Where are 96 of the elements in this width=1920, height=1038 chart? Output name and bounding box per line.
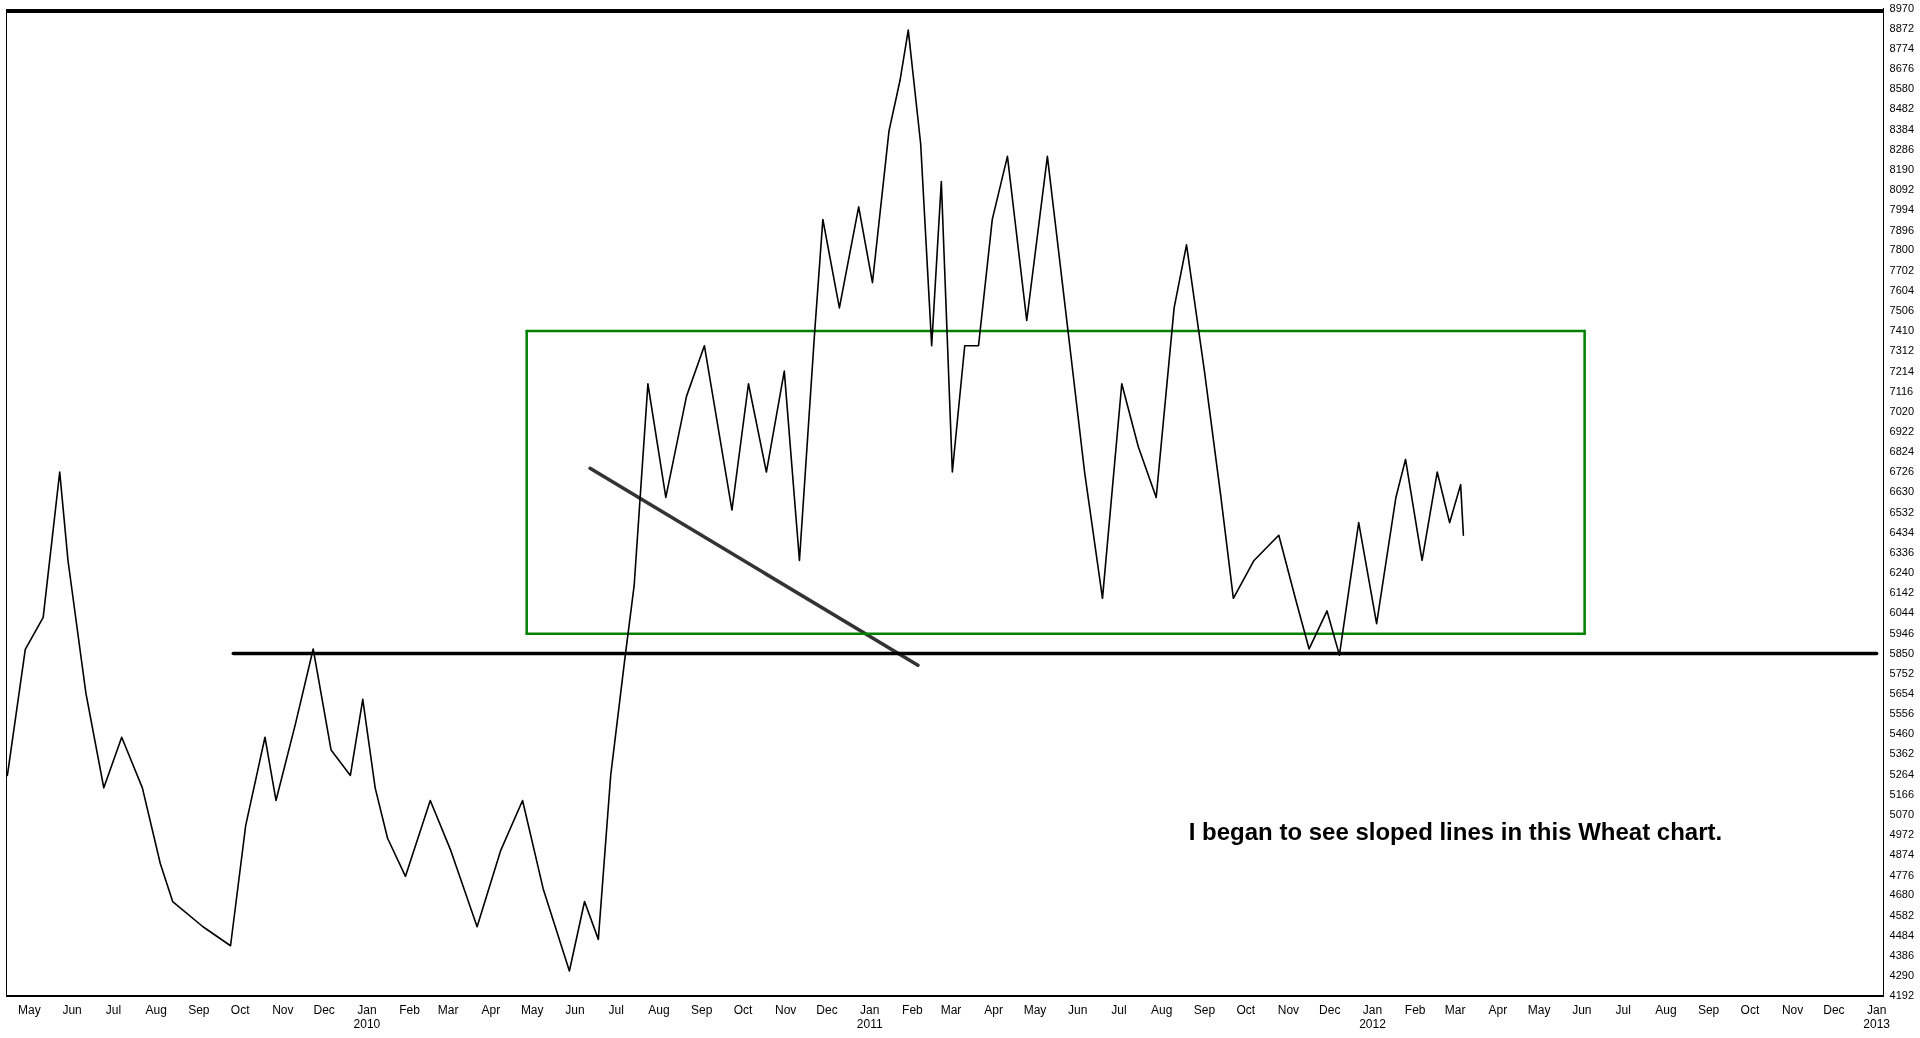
y-tick-label: 5460 (1889, 727, 1915, 740)
x-tick-label: Jun (62, 1002, 82, 1017)
x-tick-label: Feb (902, 1002, 924, 1017)
x-tick-label: Apr (481, 1002, 501, 1017)
y-tick-label: 6336 (1889, 546, 1915, 559)
x-tick-label: Jan 2012 (1359, 1002, 1387, 1032)
y-tick-label: 6240 (1889, 565, 1915, 578)
x-tick-label: Nov (272, 1002, 294, 1017)
y-tick-label: 5264 (1889, 767, 1915, 780)
x-tick-label: May (520, 1002, 544, 1017)
y-tick-label: 6434 (1889, 525, 1915, 538)
y-tick-label: 4192 (1889, 989, 1915, 1002)
x-tick-label: Mar (1444, 1002, 1466, 1017)
y-tick-label: 8384 (1889, 122, 1915, 135)
y-tick-label: 6142 (1889, 586, 1915, 599)
y-tick-label: 4386 (1889, 949, 1915, 962)
y-tick-label: 7702 (1889, 263, 1915, 276)
y-tick-label: 6824 (1889, 445, 1915, 458)
x-tick-label: Dec (1823, 1002, 1845, 1017)
y-tick-label: 6726 (1889, 465, 1915, 478)
y-tick-label: 5752 (1889, 666, 1915, 679)
x-tick-label: Aug (1151, 1002, 1173, 1017)
x-tick-label: Dec (1319, 1002, 1341, 1017)
x-tick-label: Oct (1740, 1002, 1760, 1017)
x-tick-label: Feb (1404, 1002, 1426, 1017)
x-tick-label: Aug (648, 1002, 670, 1017)
x-tick-label: Dec (313, 1002, 335, 1017)
y-tick-label: 7506 (1889, 304, 1915, 317)
x-tick-label: Mar (437, 1002, 459, 1017)
y-tick-label: 8676 (1889, 62, 1915, 75)
y-tick-label: 4290 (1889, 968, 1915, 981)
x-tick-label: Aug (145, 1002, 167, 1017)
y-tick-label: 5654 (1889, 687, 1915, 700)
x-tick-label: Nov (774, 1002, 797, 1017)
y-tick-label: 5946 (1889, 626, 1915, 639)
y-tick-label: 4680 (1889, 888, 1915, 901)
y-tick-label: 8872 (1889, 21, 1915, 34)
y-tick-label: 7896 (1889, 223, 1915, 236)
x-tick-label: May (1023, 1002, 1047, 1017)
x-tick-label: Aug (1655, 1002, 1677, 1017)
y-tick-label: 5850 (1889, 646, 1915, 659)
x-tick-label: May (18, 1002, 41, 1017)
y-tick-label: 6922 (1889, 424, 1915, 437)
y-tick-label: 7410 (1889, 324, 1915, 337)
y-tick-label: 7214 (1889, 364, 1915, 377)
y-tick-label: 8482 (1889, 102, 1915, 115)
x-tick-label: Dec (816, 1002, 838, 1017)
y-tick-label: 4972 (1889, 828, 1915, 841)
y-tick-label: 6532 (1889, 505, 1915, 518)
y-tick-label: 5070 (1889, 807, 1915, 820)
y-tick-label: 8774 (1889, 42, 1915, 55)
y-tick-label: 4776 (1889, 868, 1915, 881)
x-tick-label: Jun (565, 1002, 585, 1017)
x-tick-label: Jun (1068, 1002, 1088, 1017)
y-tick-label: 5556 (1889, 707, 1915, 720)
y-tick-label: 7116 (1889, 384, 1914, 397)
x-tick-label: Sep (1193, 1002, 1216, 1017)
y-tick-label: 4484 (1889, 928, 1915, 941)
x-tick-label: Oct (1236, 1002, 1256, 1017)
x-tick-label: May (1527, 1002, 1551, 1017)
y-tick-label: 7020 (1889, 404, 1915, 417)
y-tick-label: 7994 (1889, 203, 1915, 216)
y-tick-label: 6044 (1889, 606, 1915, 619)
x-tick-label: Nov (1277, 1002, 1300, 1017)
x-tick-label: Jan 2011 (856, 1002, 883, 1032)
x-tick-label: Mar (940, 1002, 962, 1017)
y-tick-label: 7604 (1889, 283, 1915, 296)
y-tick-label: 7800 (1889, 243, 1915, 256)
x-tick-label: Nov (1781, 1002, 1804, 1017)
x-tick-label: Jul (608, 1002, 624, 1017)
x-tick-label: Feb (399, 1002, 421, 1017)
x-tick-label: Oct (230, 1002, 251, 1017)
x-tick-label: Jul (1615, 1002, 1631, 1017)
y-tick-label: 8190 (1889, 162, 1915, 175)
y-tick-label: 7312 (1889, 344, 1915, 357)
x-tick-label: Jul (105, 1002, 122, 1017)
y-tick-label: 4582 (1889, 908, 1915, 921)
y-tick-label: 8286 (1889, 143, 1915, 156)
y-tick-label: 5166 (1889, 787, 1915, 800)
y-tick-label: 5362 (1889, 747, 1915, 760)
y-tick-label: 8092 (1889, 183, 1915, 196)
x-tick-label: Apr (1488, 1002, 1508, 1017)
annotation: I began to see sloped lines in this Wheat chart. (1188, 817, 1723, 845)
x-tick-label: Sep (188, 1002, 210, 1017)
x-tick-label: Jan 2010 (353, 1002, 381, 1032)
y-tick-label: 8580 (1889, 82, 1915, 95)
x-tick-label: Oct (733, 1002, 753, 1017)
x-tick-label: Sep (1697, 1002, 1720, 1017)
x-tick-label: Jul (1111, 1002, 1127, 1017)
x-tick-label: Jun (1572, 1002, 1592, 1017)
x-tick-label: Sep (690, 1002, 713, 1017)
x-tick-label: Jan 2013 (1863, 1002, 1891, 1032)
x-tick-label: Apr (984, 1002, 1004, 1017)
y-tick-label: 6630 (1889, 485, 1915, 498)
y-tick-label: 4874 (1889, 848, 1915, 861)
y-tick-label: 8970 (1889, 1, 1915, 14)
